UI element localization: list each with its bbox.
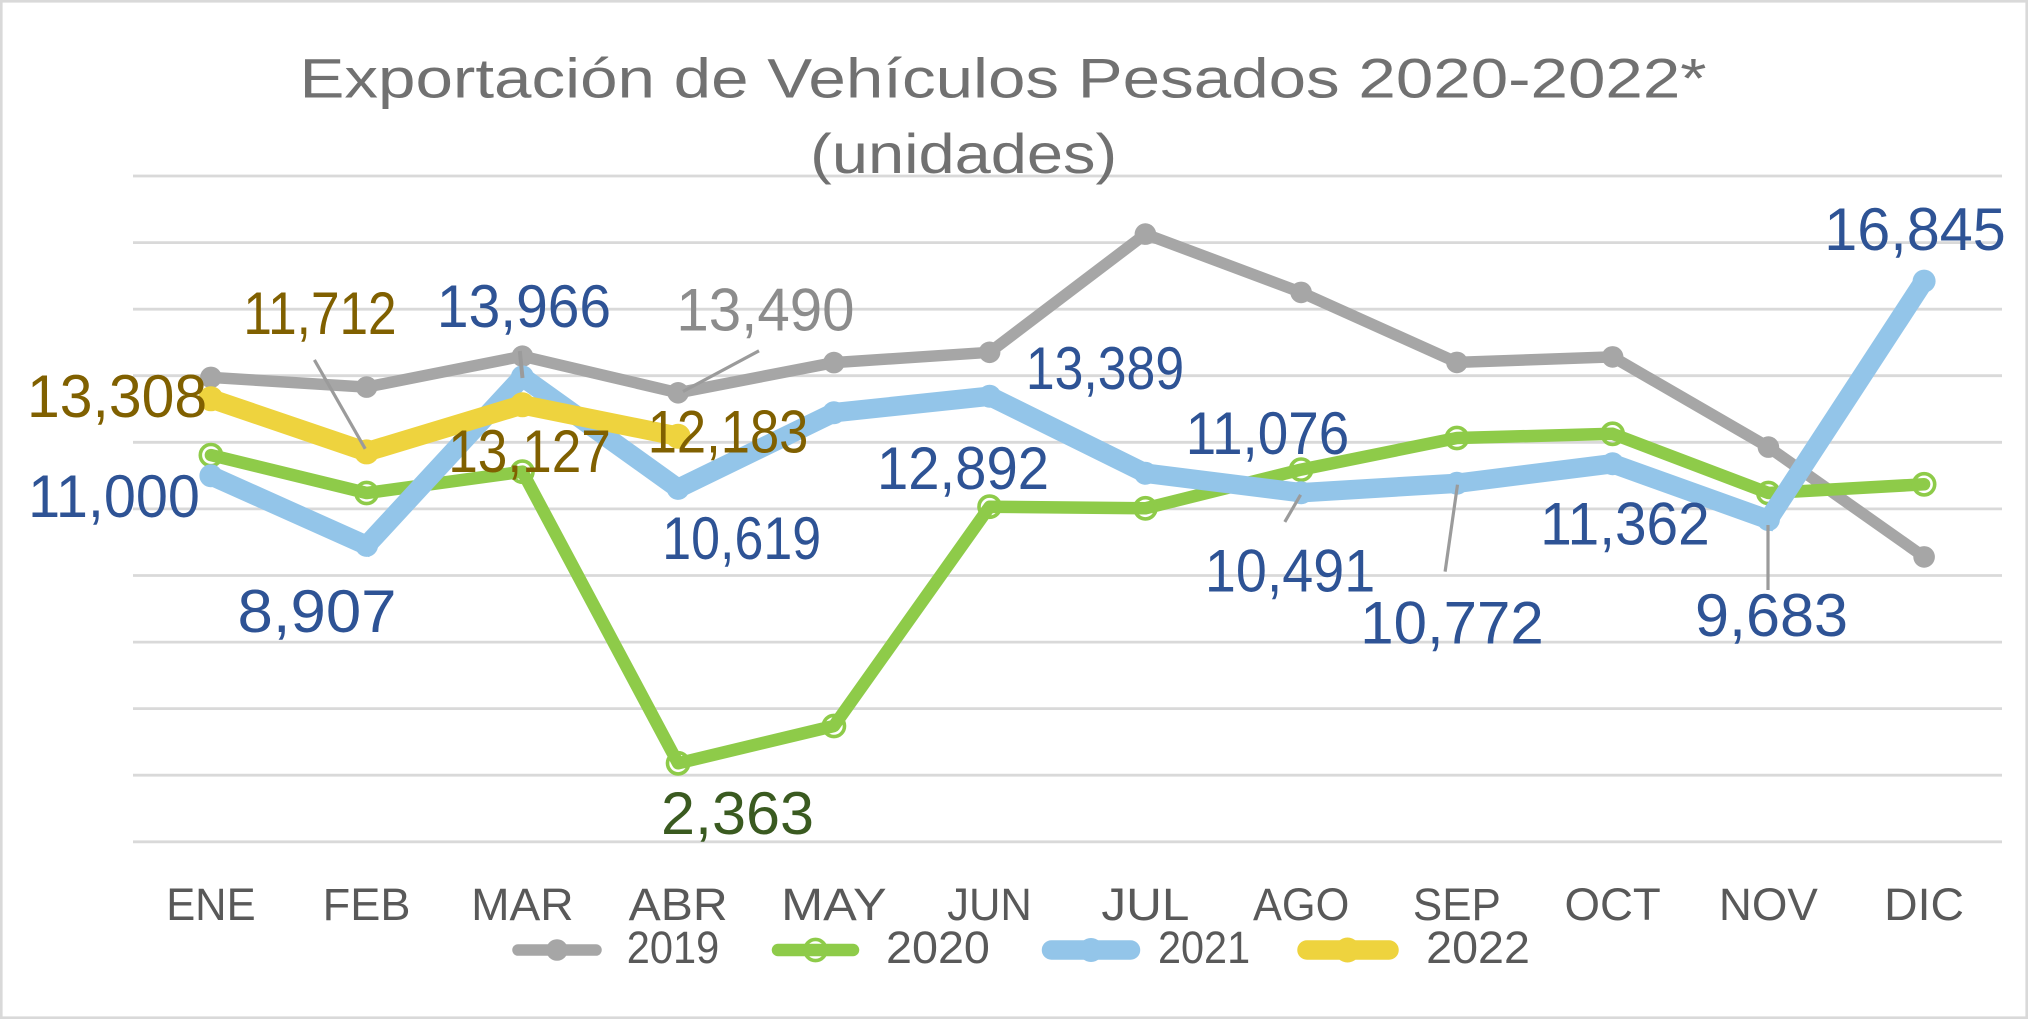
svg-text:AGO: AGO: [1253, 879, 1349, 930]
svg-text:10,772: 10,772: [1360, 589, 1543, 656]
svg-text:8,907: 8,907: [238, 578, 397, 645]
svg-text:ABR: ABR: [629, 879, 728, 930]
svg-text:10,619: 10,619: [662, 505, 821, 572]
svg-text:MAY: MAY: [781, 879, 887, 930]
svg-text:11,000: 11,000: [28, 463, 200, 530]
svg-text:DIC: DIC: [1884, 879, 1964, 930]
svg-text:2,363: 2,363: [661, 780, 814, 847]
svg-text:NOV: NOV: [1719, 879, 1818, 930]
svg-text:JUL: JUL: [1101, 879, 1189, 930]
svg-text:11,712: 11,712: [243, 280, 396, 347]
svg-text:10,491: 10,491: [1205, 537, 1375, 604]
svg-text:13,308: 13,308: [27, 363, 207, 430]
svg-text:11,362: 11,362: [1540, 491, 1709, 558]
svg-text:Exportación de Vehículos Pesad: Exportación de Vehículos Pesados 2020-20…: [300, 47, 1707, 110]
svg-text:12,892: 12,892: [877, 435, 1049, 502]
svg-text:(unidades): (unidades): [810, 122, 1117, 185]
svg-text:JUN: JUN: [947, 879, 1032, 930]
svg-text:12,183: 12,183: [648, 399, 809, 466]
svg-text:2019: 2019: [627, 922, 720, 973]
svg-text:16,845: 16,845: [1824, 196, 2006, 263]
svg-text:13,966: 13,966: [437, 273, 611, 340]
svg-text:13,127: 13,127: [448, 418, 611, 485]
svg-text:SEP: SEP: [1413, 879, 1501, 930]
svg-text:2020: 2020: [886, 922, 990, 973]
svg-text:MAR: MAR: [471, 879, 573, 930]
svg-text:ENE: ENE: [166, 879, 255, 930]
svg-text:13,490: 13,490: [676, 276, 854, 343]
svg-text:2022: 2022: [1426, 922, 1530, 973]
svg-text:2021: 2021: [1158, 922, 1250, 973]
svg-text:13,389: 13,389: [1026, 335, 1184, 402]
svg-text:FEB: FEB: [323, 879, 411, 930]
svg-text:9,683: 9,683: [1695, 582, 1848, 649]
svg-text:11,076: 11,076: [1186, 400, 1350, 467]
svg-text:OCT: OCT: [1565, 879, 1661, 930]
